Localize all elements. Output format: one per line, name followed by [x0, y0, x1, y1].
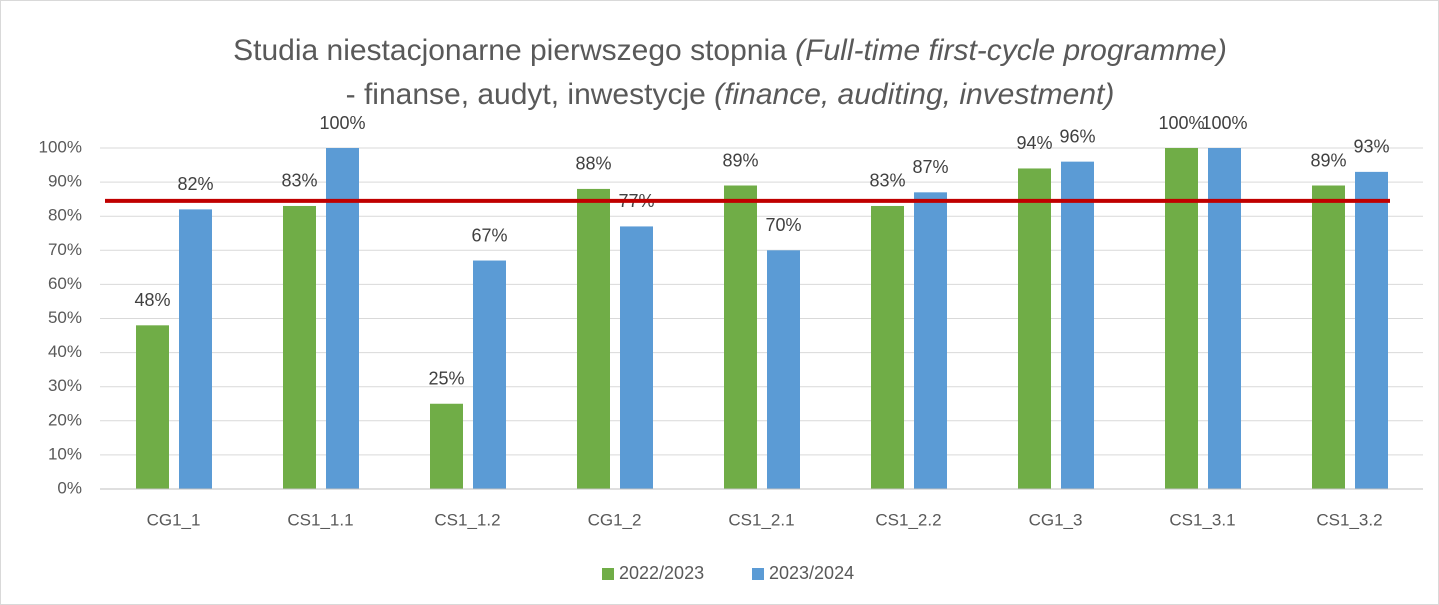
x-tick-label: CS1_2.2 — [875, 510, 941, 529]
y-tick-label: 60% — [48, 274, 82, 293]
title-line1: Studia niestacjonarne pierwszego stopnia — [233, 34, 787, 67]
bar — [1018, 168, 1051, 489]
data-label: 25% — [428, 369, 464, 389]
bar — [1061, 161, 1094, 489]
chart-title: - finanse, audyt, inwestycje (finance, a… — [346, 78, 1115, 111]
y-tick-label: 100% — [39, 137, 82, 156]
y-tick-label: 20% — [48, 410, 82, 429]
x-tick-label: CG1_1 — [147, 510, 201, 529]
title-line1-italic: (Full-time first-cycle programme) — [795, 34, 1227, 67]
data-label: 82% — [177, 174, 213, 194]
x-tick-label: CG1_2 — [588, 510, 642, 529]
y-tick-label: 80% — [48, 206, 82, 225]
bar — [620, 226, 653, 489]
chart-title: Studia niestacjonarne pierwszego stopnia… — [233, 34, 1227, 67]
x-tick-label: CG1_3 — [1029, 510, 1083, 529]
y-tick-label: 90% — [48, 172, 82, 191]
bar — [1312, 185, 1345, 489]
bar — [871, 205, 904, 489]
data-label: 67% — [471, 225, 507, 245]
legend-swatch — [602, 568, 614, 580]
data-label: 100% — [319, 113, 365, 133]
bar — [430, 403, 463, 489]
bar — [326, 148, 359, 489]
bar — [1208, 148, 1241, 489]
data-label: 83% — [869, 171, 905, 191]
bar — [1355, 171, 1388, 489]
bar — [1165, 148, 1198, 489]
data-label: 48% — [134, 290, 170, 310]
bar — [724, 185, 757, 489]
bar — [136, 325, 169, 489]
data-label: 96% — [1059, 126, 1095, 146]
bar — [179, 209, 212, 489]
data-label: 87% — [912, 157, 948, 177]
bar — [473, 260, 506, 489]
legend-label: 2023/2024 — [769, 563, 854, 583]
x-tick-label: CS1_1.1 — [287, 510, 353, 529]
y-tick-label: 50% — [48, 308, 82, 327]
bar — [767, 250, 800, 489]
x-tick-label: CS1_3.2 — [1316, 510, 1382, 529]
legend-label: 2022/2023 — [619, 563, 704, 583]
title-line2: - finanse, audyt, inwestycje — [346, 78, 706, 111]
x-tick-label: CS1_3.1 — [1169, 510, 1235, 529]
data-label: 88% — [575, 154, 611, 174]
bar — [914, 192, 947, 489]
data-label: 70% — [765, 215, 801, 235]
data-label: 89% — [1310, 150, 1346, 170]
x-tick-label: CS1_1.2 — [434, 510, 500, 529]
data-label: 83% — [281, 171, 317, 191]
data-label: 100% — [1201, 113, 1247, 133]
data-label: 93% — [1353, 137, 1389, 157]
y-tick-label: 40% — [48, 342, 82, 361]
y-tick-label: 30% — [48, 376, 82, 395]
data-label: 89% — [722, 150, 758, 170]
y-tick-label: 70% — [48, 240, 82, 259]
y-tick-label: 0% — [57, 478, 82, 497]
legend-swatch — [752, 568, 764, 580]
data-label: 94% — [1016, 133, 1052, 153]
title-line2-italic: (finance, auditing, investment) — [714, 78, 1114, 111]
y-tick-label: 10% — [48, 444, 82, 463]
x-tick-label: CS1_2.1 — [728, 510, 794, 529]
bar — [283, 205, 316, 489]
data-label: 100% — [1158, 113, 1204, 133]
bar — [577, 188, 610, 490]
